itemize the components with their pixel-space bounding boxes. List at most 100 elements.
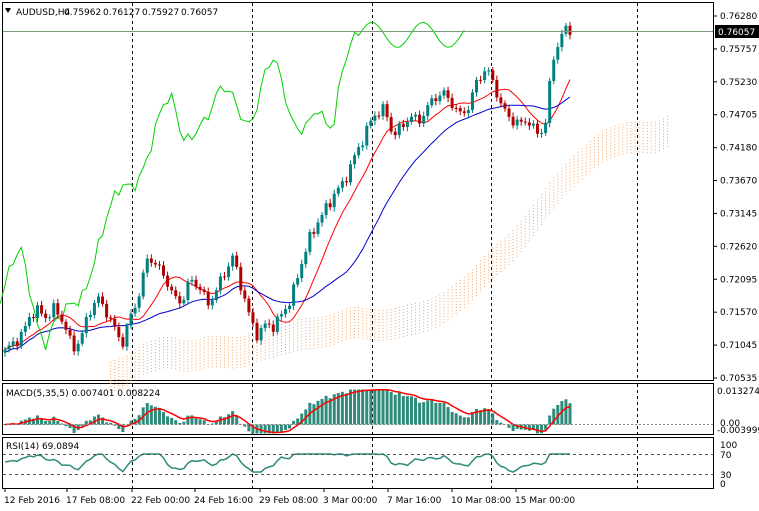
macd-bar xyxy=(92,416,96,425)
candle-body xyxy=(332,193,336,208)
macd-bar xyxy=(430,399,434,425)
macd-bar xyxy=(133,418,137,425)
candle-body xyxy=(483,71,487,80)
candle-body xyxy=(259,328,263,341)
candle-body xyxy=(3,349,7,353)
macd-bar xyxy=(145,403,149,425)
macd-bar xyxy=(568,403,572,425)
candle-body xyxy=(170,286,174,291)
macd-bar xyxy=(336,393,340,425)
candle-body xyxy=(84,317,88,334)
macd-bar xyxy=(499,422,503,425)
candle-body xyxy=(105,303,109,318)
macd-bar xyxy=(548,415,552,425)
candle-body xyxy=(560,33,564,48)
candle-body xyxy=(64,321,68,330)
price-scale-label: 0.72095 xyxy=(720,275,757,285)
candle-body xyxy=(353,155,357,165)
macd-bar xyxy=(129,420,133,425)
time-axis-label: 3 Mar 00:00 xyxy=(323,496,378,506)
price-scale-label: 0.73145 xyxy=(720,209,757,219)
candle-body xyxy=(434,98,438,102)
rsi-scale-0: 0 xyxy=(720,480,726,490)
candle-body xyxy=(507,108,511,117)
macd-bar xyxy=(157,407,161,425)
candle-body xyxy=(548,80,552,123)
chikou-line xyxy=(0,21,465,351)
dropdown-triangle-icon[interactable] xyxy=(5,8,11,13)
candle-body xyxy=(182,299,186,304)
macd-bar xyxy=(414,397,418,425)
rsi-scale-100: 100 xyxy=(720,441,737,451)
macd-histogram xyxy=(4,388,572,434)
candle-body xyxy=(162,265,166,276)
macd-bar xyxy=(243,424,247,427)
macd-bar xyxy=(48,420,52,425)
candle-body xyxy=(247,298,251,313)
macd-bar xyxy=(393,394,397,425)
macd-bar xyxy=(454,413,458,425)
candle-body xyxy=(202,289,206,292)
macd-bar xyxy=(101,417,105,425)
macd-bar xyxy=(491,413,495,425)
current-price-badge xyxy=(715,25,759,38)
macd-bar xyxy=(113,424,117,426)
macd-bar xyxy=(324,395,328,425)
candle-body xyxy=(340,181,344,188)
candle-body xyxy=(369,120,373,126)
candle-body xyxy=(194,279,198,287)
macd-bar xyxy=(495,420,499,425)
candle-body xyxy=(222,276,226,278)
macd-bar xyxy=(531,424,535,430)
macd-bar xyxy=(556,404,560,425)
candle-body xyxy=(328,203,332,208)
macd-bar xyxy=(190,415,194,425)
macd-bar xyxy=(40,418,44,425)
kijun-line xyxy=(4,96,571,353)
macd-bar xyxy=(507,424,511,428)
candle-body xyxy=(414,114,418,117)
macd-bar xyxy=(466,417,470,425)
macd-bar xyxy=(401,395,405,425)
macd-bar xyxy=(36,415,40,425)
candle-body xyxy=(275,316,279,332)
ohlc-close: 0.76057 xyxy=(181,8,218,18)
macd-bar xyxy=(475,408,479,425)
time-axis-label: 17 Feb 08:00 xyxy=(66,496,125,506)
macd-bar xyxy=(186,415,190,425)
candle-body xyxy=(495,79,499,98)
macd-bar xyxy=(357,389,361,425)
candle-body xyxy=(190,279,194,282)
macd-bar xyxy=(434,402,438,425)
candle-body xyxy=(141,272,145,297)
candle-body xyxy=(426,105,430,116)
macd-bar xyxy=(105,422,109,425)
candle-body xyxy=(292,284,296,306)
candle-body xyxy=(40,305,44,314)
candle-body xyxy=(251,312,255,323)
macd-bar xyxy=(194,418,198,425)
macd-bar xyxy=(479,410,483,425)
macd-bar xyxy=(279,424,283,432)
candle-body xyxy=(80,333,84,344)
candle-body xyxy=(312,231,316,234)
time-axis-label: 12 Feb 2016 xyxy=(4,496,60,506)
candle-body xyxy=(174,290,178,297)
candle-body xyxy=(491,70,495,80)
candle-body xyxy=(385,104,389,118)
candle-body xyxy=(288,305,292,310)
candle-body xyxy=(271,324,275,332)
macd-bar xyxy=(300,413,304,425)
candle-body xyxy=(397,123,401,136)
candle-body xyxy=(96,296,100,304)
candle-body xyxy=(101,296,105,304)
price-scale-label: 0.74705 xyxy=(720,111,757,121)
candle-body xyxy=(499,97,503,104)
candle-body xyxy=(442,90,446,96)
macd-bar xyxy=(405,396,409,425)
macd-bar xyxy=(446,407,450,425)
macd-bar xyxy=(560,401,564,425)
time-axis-label: 24 Feb 16:00 xyxy=(194,496,253,506)
candle-body xyxy=(92,303,96,315)
